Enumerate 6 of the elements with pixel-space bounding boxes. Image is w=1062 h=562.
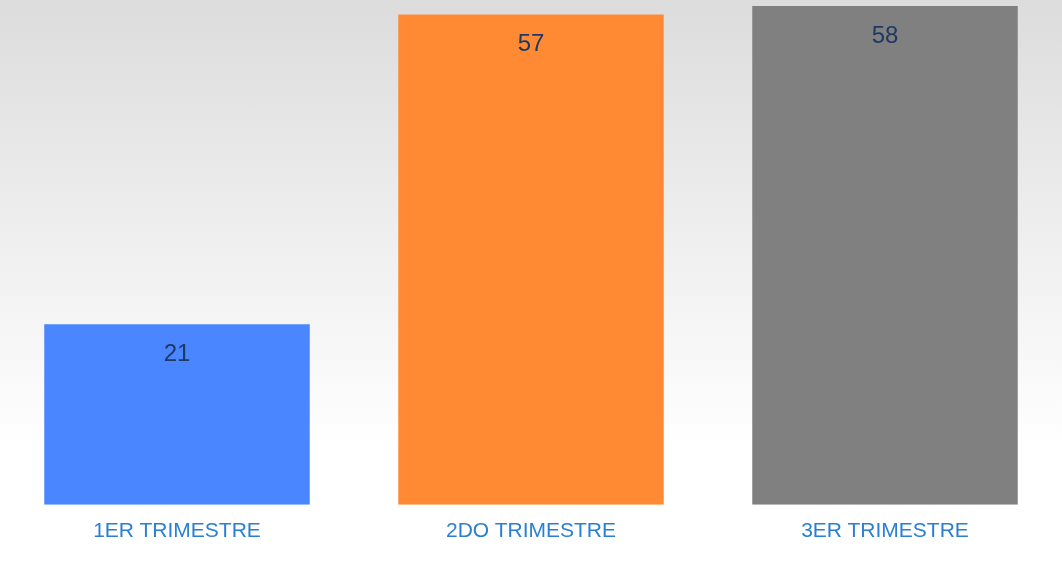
data-label: 21 — [163, 338, 191, 366]
data-label: 58 — [871, 20, 899, 48]
x-tick-label: 3ER TRIMESTRE — [801, 518, 969, 542]
x-tick-label: 1ER TRIMESTRE — [93, 518, 261, 542]
data-label: 57 — [517, 29, 545, 57]
x-tick-label: 2DO TRIMESTRE — [446, 518, 616, 542]
